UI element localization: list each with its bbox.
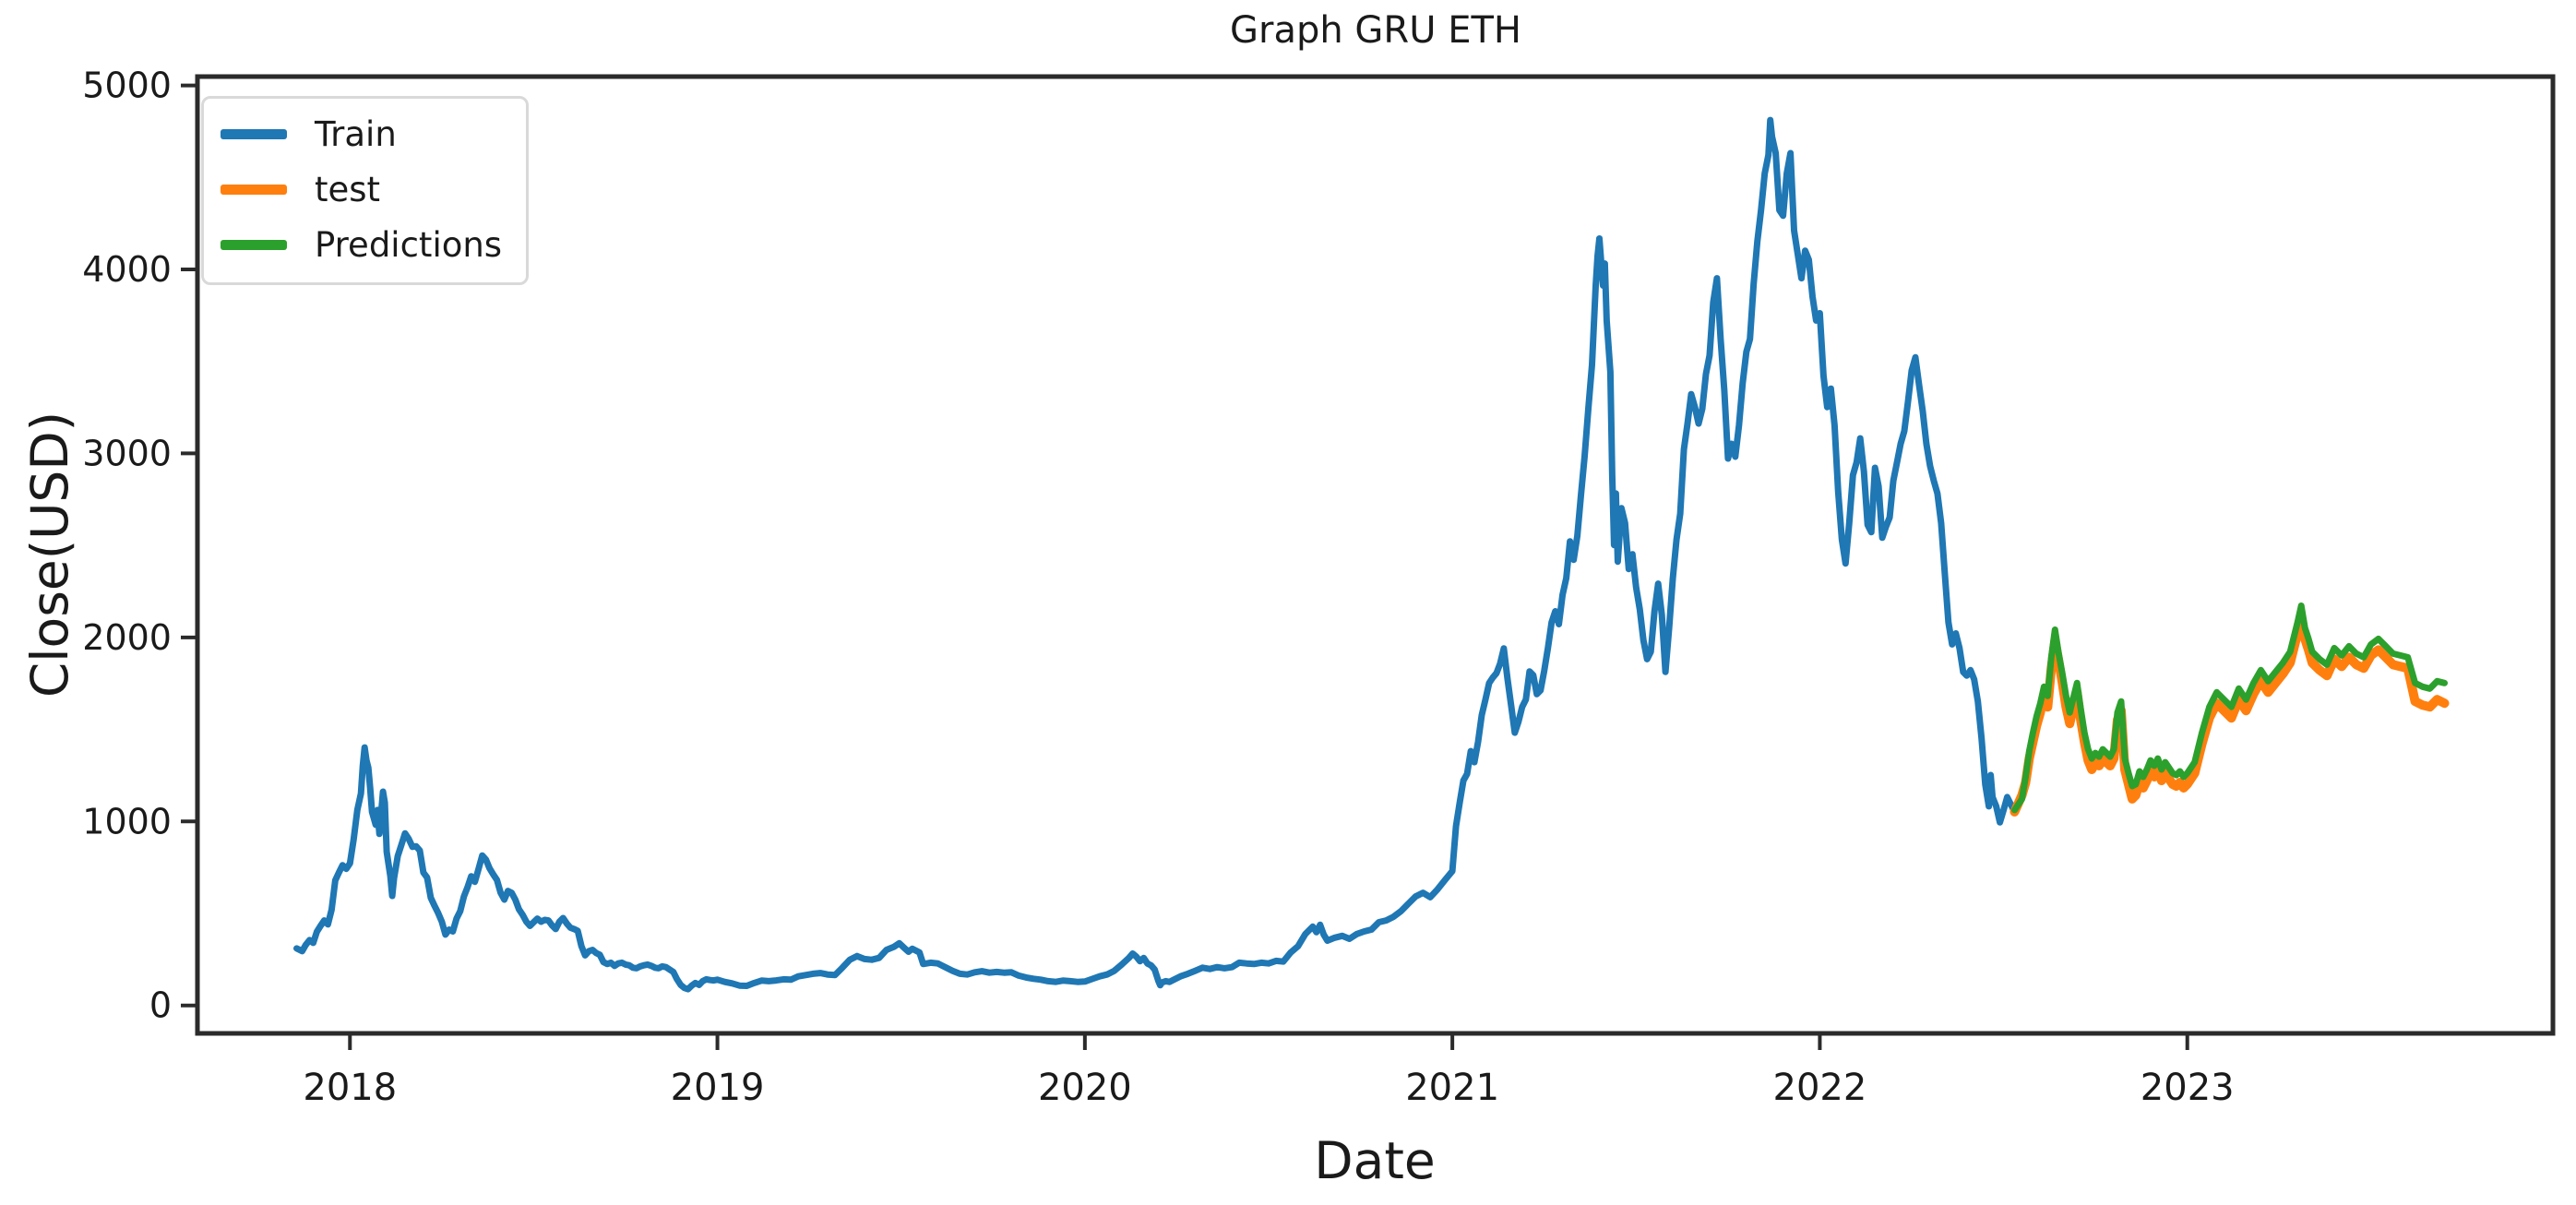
legend-swatch-predictions	[221, 240, 287, 250]
predictions-line	[2011, 602, 2448, 814]
legend-item-predictions: Predictions	[221, 228, 502, 262]
y-tick-label: 3000	[82, 433, 172, 473]
legend: Train test Predictions	[201, 96, 530, 285]
y-axis-label: Close(USD)	[20, 411, 79, 698]
legend-swatch-train	[221, 129, 287, 139]
train-line	[293, 116, 2018, 993]
chart-title: Graph GRU ETH	[1230, 9, 1521, 52]
plot-border	[195, 74, 2556, 1036]
legend-item-train: Train	[221, 117, 502, 151]
x-tick-label: 2020	[1038, 1067, 1132, 1109]
y-tick-label: 1000	[82, 801, 172, 841]
x-tick-label: 2022	[1773, 1067, 1867, 1109]
legend-item-test: test	[221, 173, 502, 207]
x-tick-label: 2019	[671, 1067, 765, 1109]
legend-label: Train	[315, 114, 397, 154]
x-tick-label: 2023	[2141, 1067, 2235, 1109]
y-tick-label: 2000	[82, 617, 172, 658]
legend-label: Predictions	[315, 225, 503, 265]
x-tick-label: 2018	[303, 1067, 397, 1109]
test-line	[2010, 612, 2450, 817]
x-axis-label: Date	[1314, 1131, 1436, 1190]
legend-swatch-test	[221, 185, 287, 195]
y-tick-label: 5000	[82, 66, 172, 106]
y-tick-label: 4000	[82, 249, 172, 290]
y-tick-label: 0	[149, 985, 172, 1026]
x-tick-label: 2021	[1405, 1067, 1499, 1109]
legend-label: test	[315, 170, 381, 209]
